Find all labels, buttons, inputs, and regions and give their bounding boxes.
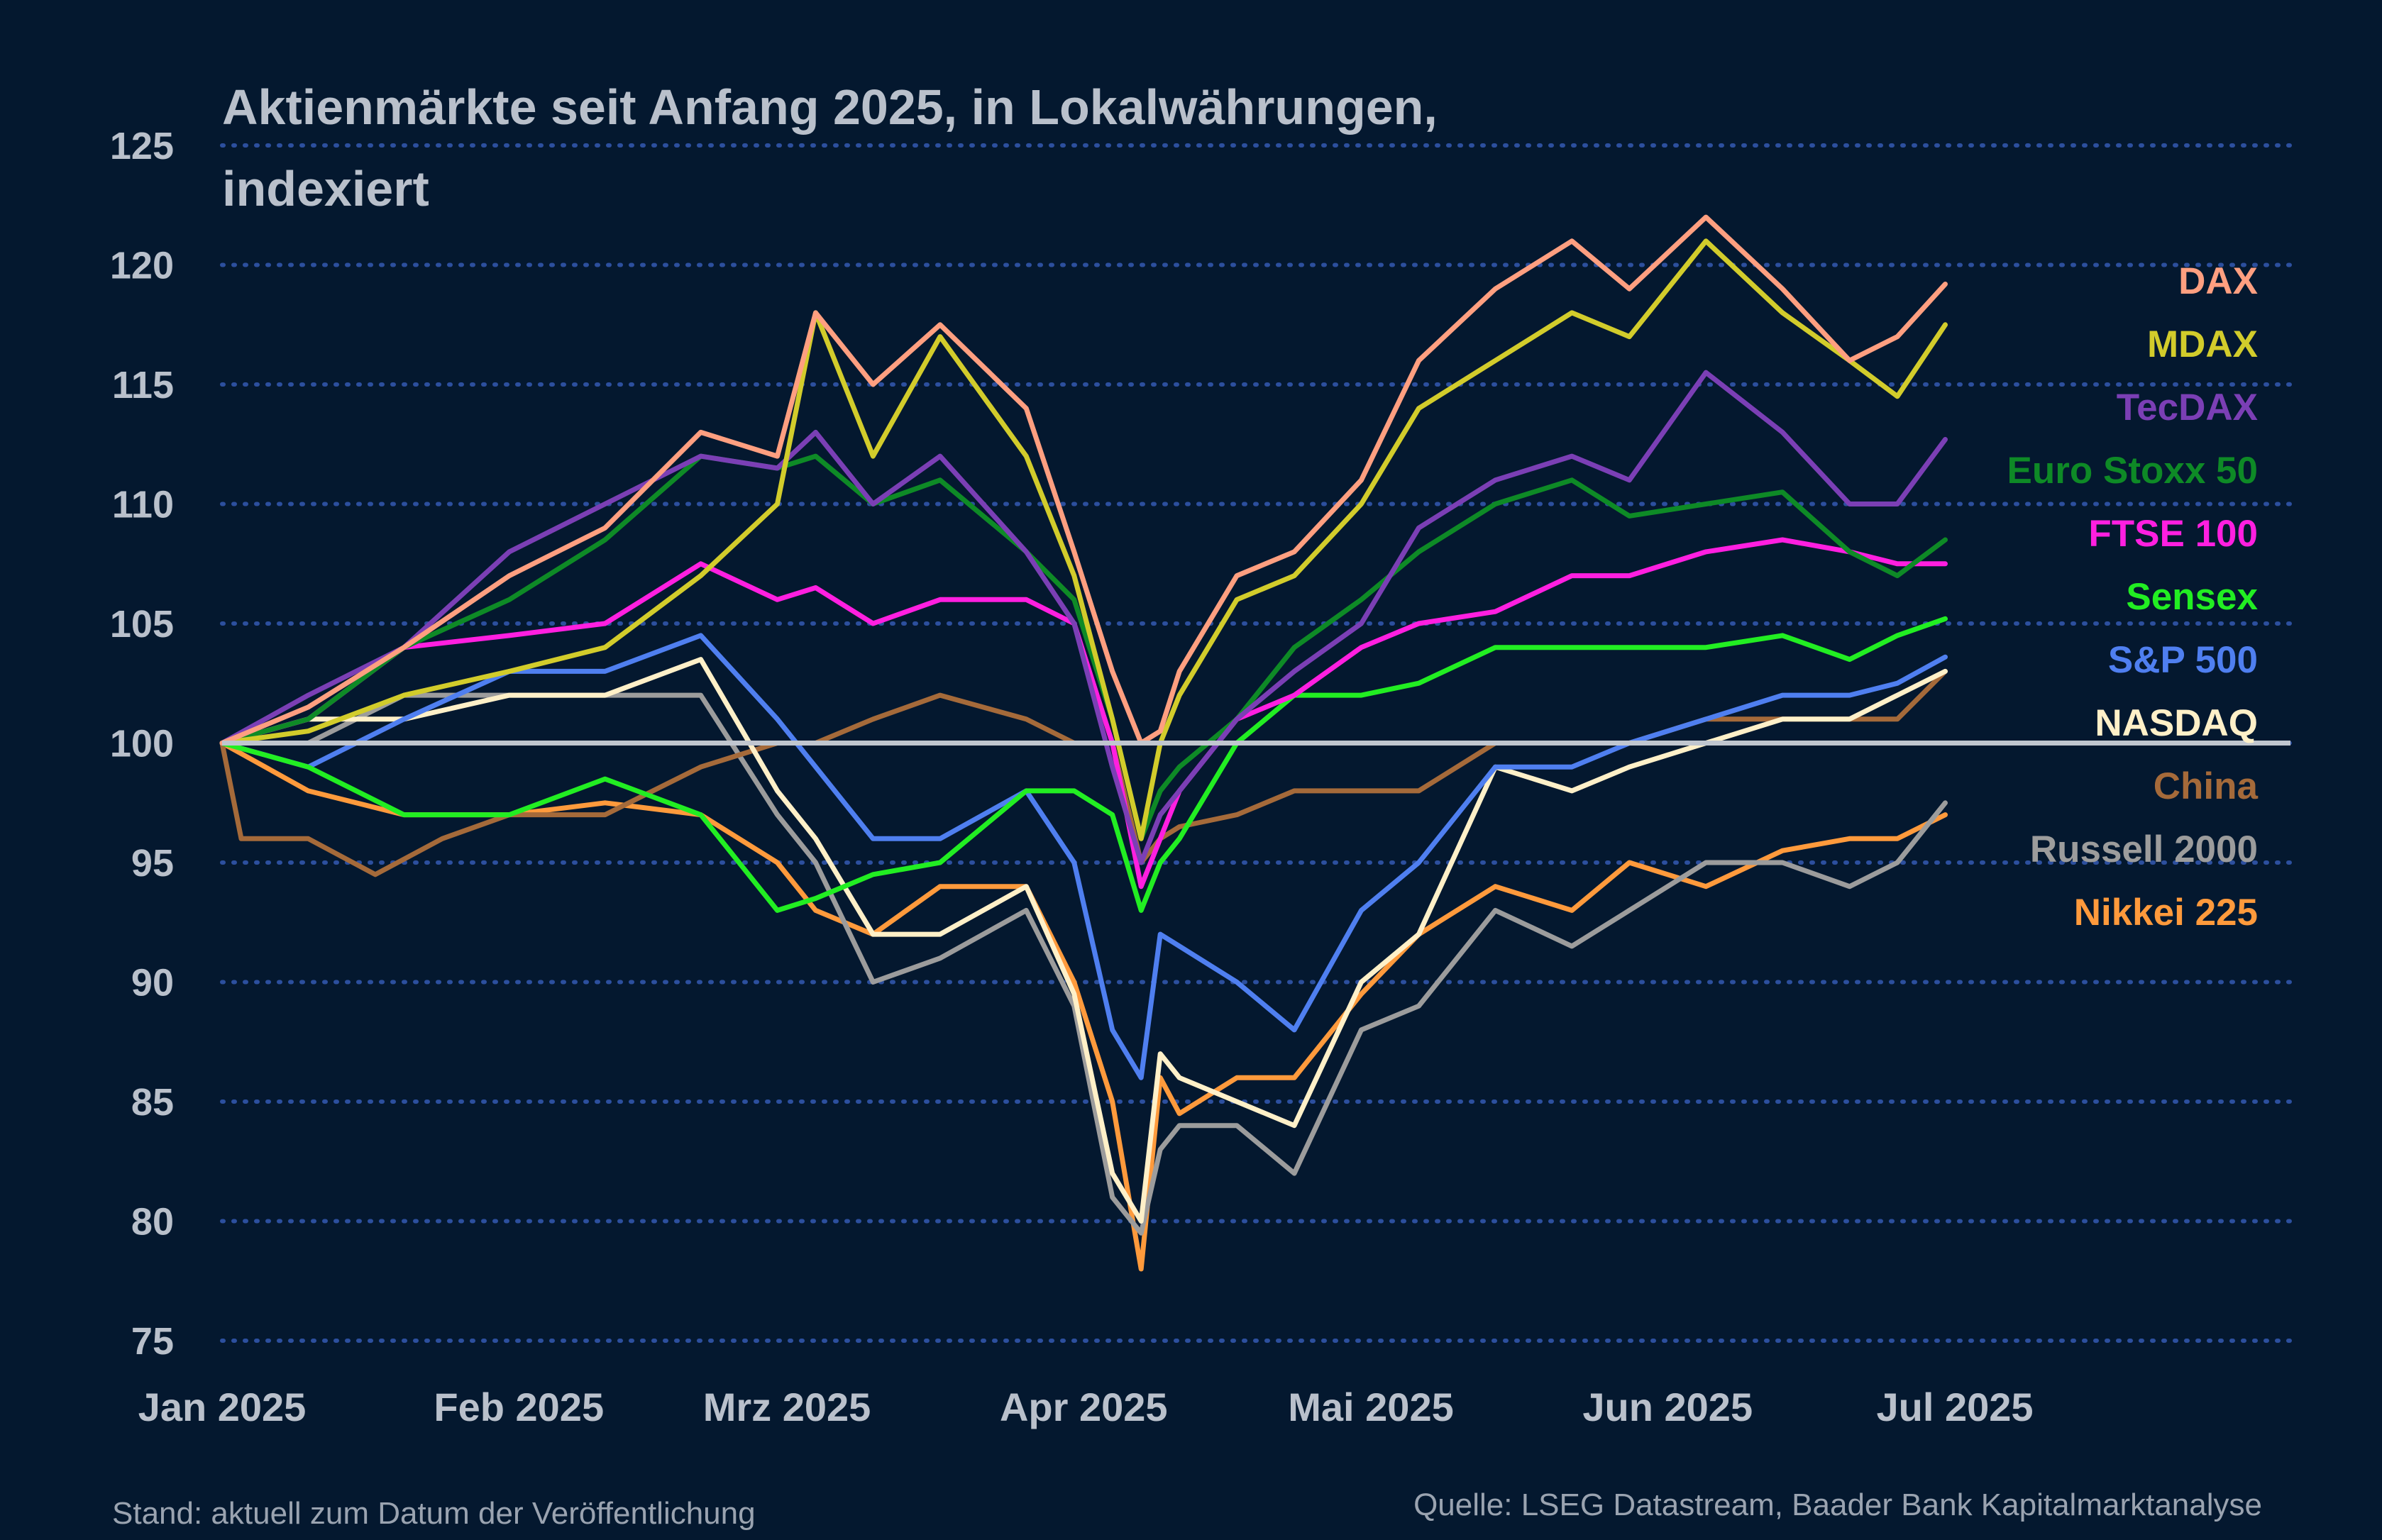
x-tick-label: Jun 2025 bbox=[1582, 1385, 1753, 1429]
series-line-nikkei-225 bbox=[219, 741, 1948, 1272]
series-line-euro-stoxx-50 bbox=[219, 453, 1948, 841]
y-tick-label: 75 bbox=[131, 1320, 174, 1363]
y-tick-label: 80 bbox=[131, 1201, 174, 1243]
x-tick-label: Feb 2025 bbox=[434, 1385, 604, 1429]
y-tick-label: 95 bbox=[131, 842, 174, 885]
y-tick-label: 85 bbox=[131, 1081, 174, 1124]
legend-label: Russell 2000 bbox=[2030, 829, 2258, 870]
legend-label: TecDAX bbox=[2117, 387, 2258, 428]
legend-label: Sensex bbox=[2126, 576, 2258, 618]
series-line-nasdaq bbox=[219, 657, 1948, 1224]
y-tick-label: 100 bbox=[110, 723, 174, 765]
y-axis-ticks: 125 120 115 110 105 100 95 90 85 80 75 bbox=[110, 125, 174, 1363]
legend-label: Euro Stoxx 50 bbox=[2007, 450, 2258, 492]
x-tick-label: Apr 2025 bbox=[1000, 1385, 1168, 1429]
series-line-s-p-500 bbox=[219, 633, 1948, 1080]
legend-label: China bbox=[2154, 765, 2259, 807]
y-tick-label: 105 bbox=[110, 603, 174, 646]
chart-title-line-2: indexiert bbox=[222, 161, 429, 216]
legend-label: NASDAQ bbox=[2095, 702, 2258, 744]
legend-label: FTSE 100 bbox=[2088, 513, 2258, 555]
legend-label: MDAX bbox=[2147, 323, 2258, 365]
series-lines bbox=[219, 214, 1948, 1272]
x-tick-label: Mai 2025 bbox=[1288, 1385, 1454, 1429]
gridlines bbox=[220, 143, 2293, 1343]
series-line-sensex bbox=[219, 616, 1948, 913]
y-tick-label: 125 bbox=[110, 125, 174, 167]
series-line-russell-2000 bbox=[219, 692, 1948, 1236]
chart-title-line-1: Aktienmärkte seit Anfang 2025, in Lokalw… bbox=[222, 79, 1438, 135]
y-tick-label: 90 bbox=[131, 962, 174, 1004]
footnote-left: Stand: aktuell zum Datum der Veröffentli… bbox=[112, 1496, 756, 1531]
x-tick-label: Jul 2025 bbox=[1876, 1385, 2033, 1429]
legend-label: DAX bbox=[2178, 260, 2258, 302]
x-tick-label: Mrz 2025 bbox=[703, 1385, 871, 1429]
x-axis-ticks: Jan 2025 Feb 2025 Mrz 2025 Apr 2025 Mai 2025… bbox=[138, 1385, 2034, 1429]
legend-label: Nikkei 225 bbox=[2074, 892, 2258, 934]
legend-label: S&P 500 bbox=[2108, 639, 2258, 681]
series-line-mdax bbox=[219, 238, 1948, 841]
y-tick-label: 120 bbox=[110, 245, 174, 287]
x-tick-label: Jan 2025 bbox=[138, 1385, 307, 1429]
series-line-dax bbox=[219, 214, 1948, 746]
footnote-right: Quelle: LSEG Datastream, Baader Bank Kap… bbox=[1413, 1488, 2262, 1522]
chart-title: Aktienmärkte seit Anfang 2025, in Lokalw… bbox=[222, 79, 1451, 216]
legend: DAX MDAX TecDAX Euro Stoxx 50 FTSE 100 Sensex… bbox=[2007, 260, 2259, 934]
y-tick-label: 110 bbox=[112, 484, 174, 526]
series-line-ftse-100 bbox=[219, 537, 1948, 890]
y-tick-label: 115 bbox=[112, 364, 174, 406]
